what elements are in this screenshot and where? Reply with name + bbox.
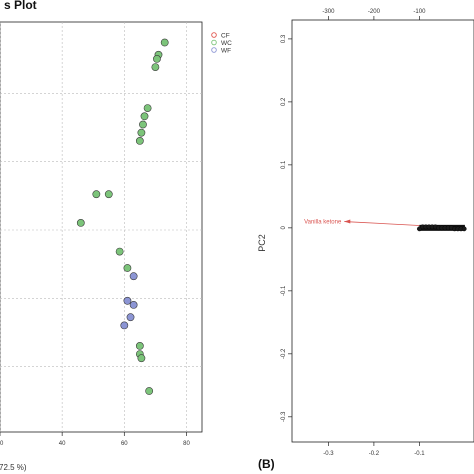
y-tick-label: 0 [281,226,287,230]
point-wc [92,190,101,199]
legend-marker-wc [211,39,217,46]
legend-label-cf: CF [221,32,230,39]
legend-marker-cf [211,32,217,38]
point-wc [115,247,124,256]
point-wc [135,136,144,145]
panel-b-frame [291,19,474,443]
point-wf [126,313,135,322]
y-tick-label: -0.3 [281,411,287,422]
legend-marker-wf [211,47,217,53]
point-wc [160,38,169,47]
panel-b-y-axis-label: PC2 [257,234,267,252]
point-wc [104,190,113,199]
panel-b-biplot: -300 -200 -100 0.3 0.2 0.1 0 -0.1 -0.2 -0.3 -0.3… [257,9,474,471]
top-tick-label: -300 [322,9,335,15]
loading-arrow-label: Vanilla ketone [304,220,342,226]
point-wc [140,112,149,121]
panel-b-top-ticks: -300 -200 -100 [322,9,426,20]
panel-b-score-cluster [416,224,467,232]
y-tick-label: 0.3 [281,34,287,43]
y-tick-label: 0.1 [281,160,287,169]
top-tick-label: -100 [413,9,426,15]
point-wf [123,296,132,305]
panel-a-grid [0,22,202,432]
loading-arrow-head [344,219,351,224]
point-wf [120,321,129,330]
x-tick-label: 60 [121,441,128,447]
panel-a-x-axis-label: 72.5 %) [0,463,27,472]
x-tick-label: 20 [0,441,4,447]
y-tick-label: -0.2 [281,348,287,359]
panel-a-frame [0,21,203,433]
point-wc [135,341,144,350]
y-tick-label: -0.1 [281,285,287,296]
x-tick-label: 80 [183,441,190,447]
point-wc [123,264,132,272]
point-wf [129,300,138,309]
point-wc [151,63,160,71]
legend-label-wf: WF [221,47,231,54]
point-wc [137,354,146,363]
x-tick-label: -0.3 [323,451,334,457]
point-wc [143,104,152,112]
point-wc [76,218,85,227]
point-wc [139,120,147,129]
point-wc [145,387,154,395]
panel-a-points [76,38,169,395]
y-tick-label: 0.2 [281,97,287,106]
x-tick-label: -0.1 [414,451,425,457]
panel-b-y-ticks: 0.3 0.2 0.1 0 -0.1 -0.2 -0.3 [281,34,292,422]
point-wf [129,272,138,281]
x-tick-label: -0.2 [369,451,380,457]
top-tick-label: -200 [368,9,381,15]
panel-a-x-ticks: 20 40 60 80 [0,432,190,447]
panel-b-x-ticks: -0.3 -0.2 -0.1 [323,442,425,457]
legend-label-wc: WC [221,40,232,47]
score-point [461,226,467,232]
panel-a-title: s Plot [4,0,37,12]
panel-b-label: (B) [258,457,275,471]
point-wc [137,128,146,137]
x-tick-label: 40 [59,441,66,447]
point-wc [153,55,161,63]
